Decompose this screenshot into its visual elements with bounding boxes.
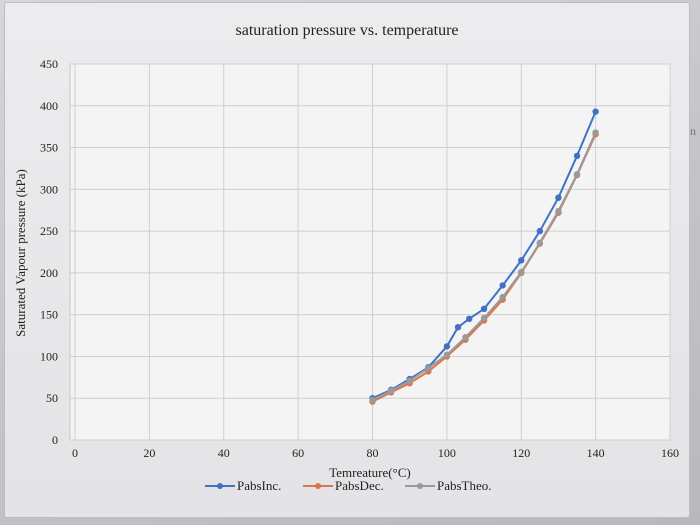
data-point	[573, 152, 581, 160]
x-tick-label: 160	[661, 446, 679, 460]
stray-character: n	[690, 124, 696, 138]
x-tick-label: 40	[218, 446, 230, 460]
y-tick-label: 400	[40, 99, 58, 113]
legend-label: PabsTheo.	[437, 478, 492, 493]
data-point	[443, 343, 451, 350]
data-point	[443, 351, 451, 358]
legend-entry: PabsDec.	[303, 478, 384, 493]
data-point	[555, 207, 562, 215]
data-point	[536, 227, 544, 235]
y-tick-label: 250	[40, 224, 58, 238]
y-tick-label: 350	[40, 141, 58, 155]
legend-label: PabsDec.	[335, 478, 384, 493]
y-tick-label: 450	[40, 57, 58, 71]
y-tick-label: 200	[40, 266, 58, 280]
x-tick-label: 80	[367, 446, 379, 460]
y-axis-label: Saturated Vapour pressure (kPa)	[13, 169, 28, 337]
data-point	[465, 315, 473, 323]
data-point	[499, 282, 506, 289]
y-tick-label: 100	[40, 349, 58, 363]
grid	[70, 63, 671, 441]
x-tick-label: 20	[143, 446, 155, 460]
data-point	[499, 293, 506, 301]
data-point	[425, 364, 432, 372]
data-point	[518, 268, 525, 276]
data-point	[387, 387, 395, 394]
data-point	[369, 396, 376, 404]
legend-label: PabsInc.	[237, 478, 281, 493]
legend-swatch-marker	[315, 483, 321, 489]
data-point	[480, 314, 488, 322]
series-pabstheo	[369, 129, 599, 404]
y-tick-label: 0	[52, 433, 58, 447]
chart-title: saturation pressure vs. temperature	[235, 22, 458, 39]
data-point	[462, 334, 469, 341]
data-point	[555, 194, 562, 201]
series-layer	[369, 108, 599, 405]
legend-swatch-marker	[217, 483, 223, 489]
y-tick-label: 50	[46, 391, 58, 405]
data-point	[592, 108, 599, 115]
x-tick-label: 60	[292, 446, 304, 460]
data-point	[536, 239, 544, 247]
tick-labels: 0 50 100 150 200 250 300 350 400 450 0 20 40 60 80 100 1…	[40, 57, 679, 460]
data-point	[518, 257, 525, 264]
legend-entry: PabsInc.	[205, 478, 281, 493]
x-axis-label: Temreature(°C)	[329, 465, 411, 480]
data-point	[406, 377, 413, 384]
data-point	[573, 171, 581, 178]
x-tick-label: 0	[72, 446, 78, 460]
legend-entry: PabsTheo.	[405, 478, 492, 493]
x-tick-label: 140	[587, 446, 605, 460]
series-line	[372, 111, 597, 400]
x-tick-label: 120	[512, 446, 530, 460]
legend-swatch-marker	[417, 483, 423, 489]
y-tick-label: 300	[40, 182, 58, 196]
y-tick-label: 150	[40, 308, 58, 322]
data-point	[480, 305, 488, 313]
data-point	[454, 324, 462, 331]
data-point	[592, 129, 599, 136]
plot-area	[69, 63, 671, 441]
legend: PabsInc. PabsDec. PabsTheo.	[205, 478, 492, 493]
x-tick-label: 100	[438, 446, 456, 460]
